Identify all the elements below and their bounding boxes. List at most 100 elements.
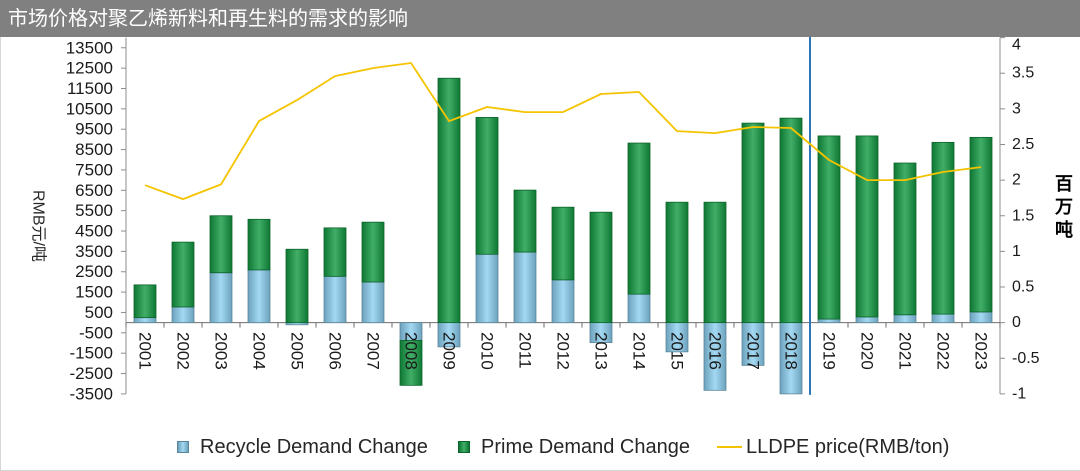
legend-swatch-lldpe	[717, 446, 742, 448]
y-right-tick-label: 2.5	[1012, 136, 1034, 153]
bar-prime-2014	[627, 142, 651, 295]
bar-recycle-2006	[323, 275, 347, 324]
bar-prime-2017	[741, 122, 765, 324]
bar-prime-2019	[817, 135, 841, 320]
y-left-tick-label: 10500	[66, 99, 113, 118]
bar-prime-2004	[247, 218, 271, 271]
y-left-tick-label: -1500	[70, 344, 113, 363]
x-tick-label-2012: 2012	[554, 332, 573, 370]
y-left-tick-label: 500	[85, 303, 113, 322]
x-tick-labels: 2001 2002 2003 2004 2005 2006 2007 2008 2009 2010…	[136, 332, 991, 370]
y-left-tick-label: 8500	[75, 140, 113, 159]
y-left-tick-label: 2500	[75, 262, 113, 281]
bar-prime-2020	[855, 135, 879, 318]
x-tick-label-2001: 2001	[136, 332, 155, 370]
bar-prime-2003	[209, 215, 233, 274]
y-right-axis-title: 百万吨	[1052, 174, 1073, 243]
x-tick-label-2022: 2022	[934, 332, 953, 370]
axes: 1350012500115001050095008500750065005500…	[66, 37, 1040, 404]
y-left-tick-label: 1500	[75, 283, 113, 302]
y-left-tick-label: 4500	[75, 222, 113, 241]
x-tick-label-2005: 2005	[288, 332, 307, 370]
bar-recycle-2014	[627, 293, 651, 324]
bar-prime-2009	[437, 77, 461, 324]
x-tick-label-2015: 2015	[668, 332, 687, 370]
bar-prime-2021	[893, 162, 917, 316]
y-right-tick-label: 1.5	[1012, 207, 1034, 224]
bar-prime-2012	[551, 206, 575, 281]
y-left-tick-label: 11500	[67, 79, 113, 98]
line-lldpe-price	[144, 62, 982, 200]
x-tick-label-2002: 2002	[174, 332, 193, 370]
bar-prime-2006	[323, 227, 347, 277]
bar-prime-2007	[361, 221, 385, 283]
y-right-tick-label: -1	[1012, 385, 1026, 402]
bar-recycle-2007	[361, 281, 385, 324]
x-tick-label-2013: 2013	[592, 332, 611, 370]
legend-item-prime: Prime Demand Change	[458, 434, 690, 460]
x-tick-label-2010: 2010	[478, 332, 497, 370]
y-right-tick-label: 4	[1012, 37, 1021, 54]
legend-label-prime: Prime Demand Change	[481, 435, 690, 458]
y-right-tick-label: 2	[1012, 172, 1021, 189]
y-right-tick-label: 0	[1012, 314, 1021, 331]
x-tick-label-2021: 2021	[896, 332, 915, 370]
y-left-tick-label: -500	[79, 323, 113, 342]
bar-prime-2015	[665, 201, 689, 324]
bar-recycle-2021	[893, 314, 917, 324]
bars	[133, 77, 993, 395]
legend: Recycle Demand Change Prime Demand Chang…	[170, 432, 960, 462]
y-right-tick-label: 3.5	[1012, 65, 1034, 82]
bar-recycle-2020	[855, 316, 879, 324]
bar-prime-2001	[133, 284, 157, 319]
legend-swatch-prime	[458, 441, 470, 453]
x-tick-label-2016: 2016	[706, 332, 725, 370]
x-tick-label-2006: 2006	[326, 332, 345, 370]
legend-label-lldpe: LLDPE price(RMB/ton)	[746, 435, 950, 458]
x-tick-label-2008: 2008	[402, 332, 421, 370]
legend-item-lldpe: LLDPE price(RMB/ton)	[717, 434, 949, 460]
legend-label-recycle: Recycle Demand Change	[200, 435, 428, 458]
y-left-tick-label: 12500	[66, 59, 113, 78]
y-left-tick-label: -3500	[70, 384, 113, 403]
x-tick-label-2003: 2003	[212, 332, 231, 370]
bar-prime-2011	[513, 189, 537, 253]
x-tick-label-2009: 2009	[440, 332, 459, 370]
chart-title: 市场价格对聚乙烯新料和再生料的需求的影响	[8, 6, 408, 30]
bar-recycle-2011	[513, 251, 537, 324]
y-left-tick-label: 5500	[75, 201, 113, 220]
bar-prime-2008	[399, 340, 423, 386]
y-left-tick-label: 3500	[75, 242, 113, 261]
bar-prime-2018	[779, 117, 803, 324]
bar-prime-2005	[285, 248, 309, 324]
x-tick-label-2023: 2023	[972, 332, 991, 370]
bar-recycle-2004	[247, 269, 271, 324]
title-bar: 市场价格对聚乙烯新料和再生料的需求的影响	[0, 0, 1080, 37]
legend-swatch-recycle	[177, 441, 189, 453]
y-left-tick-label: 9500	[75, 120, 113, 139]
y-left-tick-label: 6500	[75, 181, 113, 200]
bar-recycle-2002	[171, 306, 195, 324]
bar-recycle-2019	[817, 318, 841, 324]
y-right-tick-label: 1	[1012, 243, 1021, 260]
y-right-tick-label: 0.5	[1012, 279, 1034, 296]
y-left-tick-label: -2500	[70, 364, 113, 383]
bar-recycle-2022	[931, 313, 955, 324]
bar-prime-2022	[931, 141, 955, 315]
y-left-tick-label: 13500	[66, 38, 113, 57]
bar-prime-2013	[589, 211, 613, 324]
x-tick-label-2014: 2014	[630, 332, 649, 370]
x-tick-label-2011: 2011	[516, 332, 535, 369]
bar-recycle-2012	[551, 279, 575, 324]
bar-recycle-2003	[209, 272, 233, 324]
bar-prime-2023	[969, 136, 993, 313]
bar-prime-2010	[475, 117, 499, 255]
bar-recycle-2001	[133, 317, 157, 324]
x-tick-label-2019: 2019	[820, 332, 839, 370]
bar-prime-2016	[703, 201, 727, 324]
bar-prime-2002	[171, 241, 195, 308]
x-tick-label-2020: 2020	[858, 332, 877, 370]
x-tick-label-2017: 2017	[744, 332, 763, 370]
